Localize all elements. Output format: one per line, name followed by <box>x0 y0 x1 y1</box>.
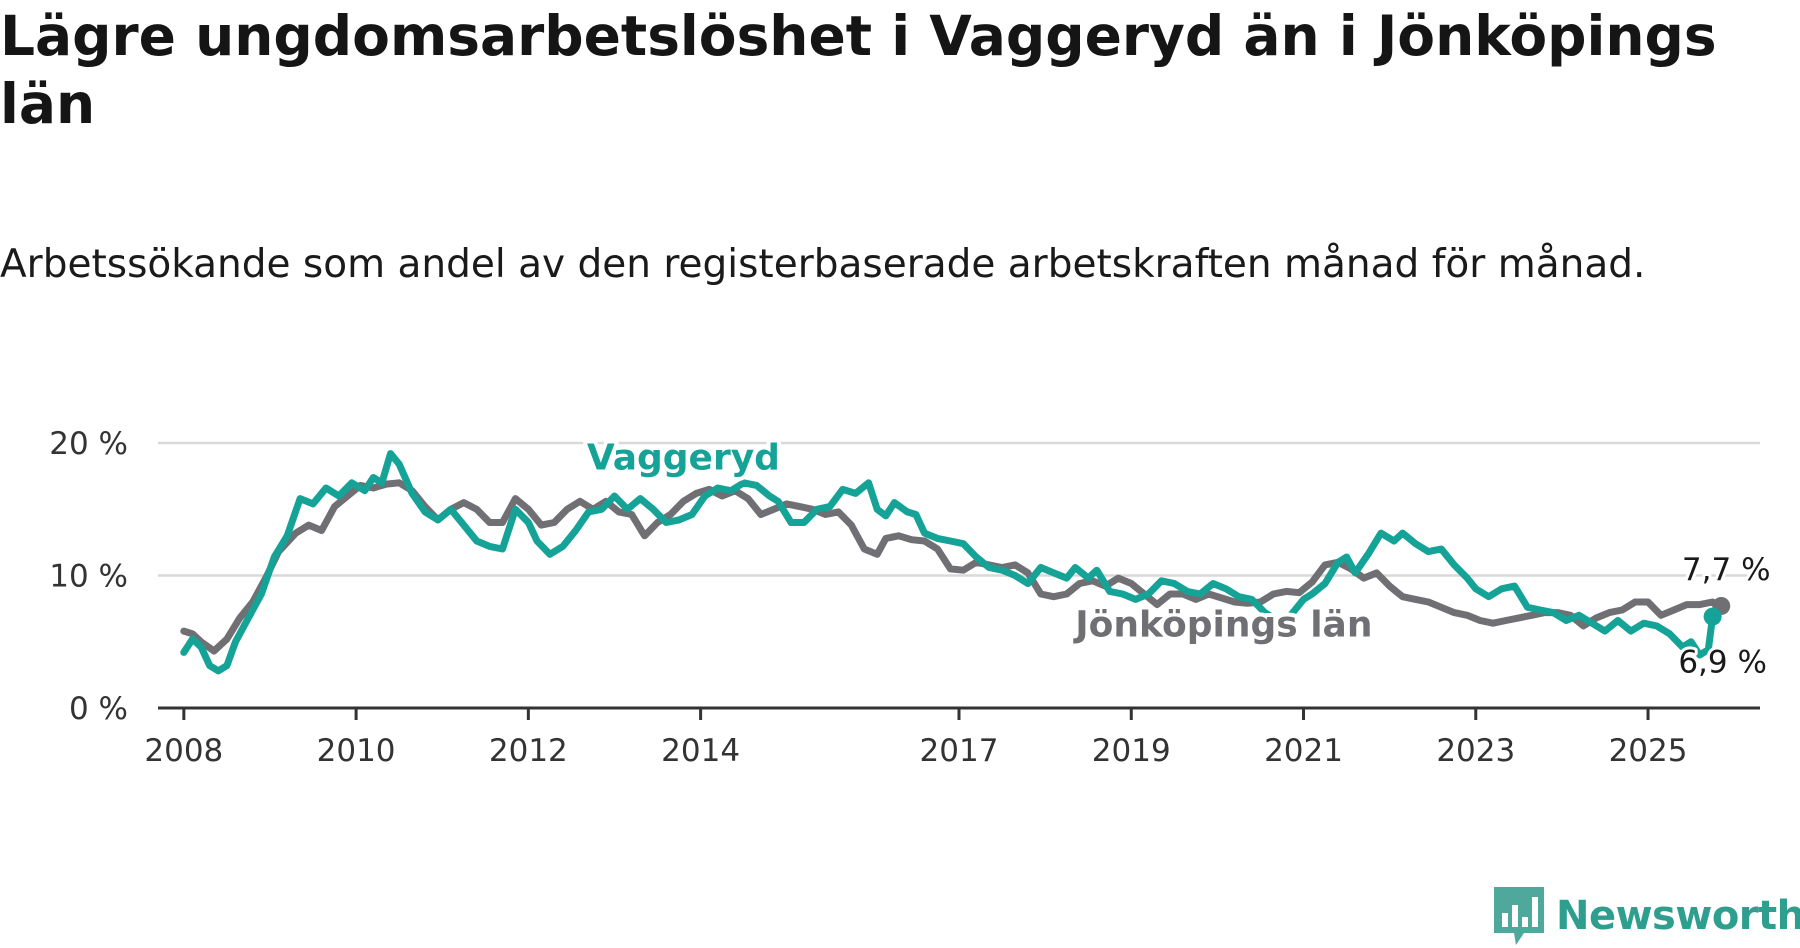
y-tick-label: 0 % <box>69 691 128 727</box>
newsworthy-logo: Newsworthy <box>1494 887 1800 945</box>
y-tick-label: 20 % <box>49 426 128 462</box>
series-line-vaggeryd <box>180 450 1717 675</box>
y-tick-label: 10 % <box>49 559 128 595</box>
end-value-vaggeryd: 6,9 % <box>1678 645 1767 681</box>
chart-subtitle: Arbetssökande som andel av den registerb… <box>0 242 1646 287</box>
chart-title: Lägre ungdomsarbetslöshet i Vaggeryd än … <box>0 4 1717 136</box>
series-end-markers <box>1703 596 1731 626</box>
end-marker-vaggeryd <box>1703 607 1722 626</box>
series-lines <box>180 450 1725 675</box>
x-tick-label: 2019 <box>1092 733 1171 769</box>
x-tick-label: 2012 <box>489 733 568 769</box>
x-tick-label: 2025 <box>1609 733 1688 769</box>
gridlines <box>158 441 1760 577</box>
x-tick-label: 2017 <box>920 733 999 769</box>
x-tick-label: 2014 <box>661 733 740 769</box>
x-axis-ticks: 2008 2010 2012 2014 2017 2019 2021 2023 2025 <box>144 708 1687 769</box>
x-tick-label: 2023 <box>1436 733 1515 769</box>
newsworthy-bar-chart-icon <box>1494 887 1544 945</box>
x-tick-label: 2021 <box>1264 733 1343 769</box>
x-tick-label: 2008 <box>144 733 223 769</box>
end-value-jonkopings-lan: 7,7 % <box>1682 552 1771 588</box>
series-line-jonkoping <box>180 479 1725 655</box>
x-tick-label: 2010 <box>317 733 396 769</box>
brand-name: Newsworthy <box>1556 893 1800 939</box>
series-label-jonkopings-lan: Jönköpings län <box>1072 604 1372 645</box>
y-axis-tick-labels: 0 % 10 % 20 % <box>49 426 128 727</box>
series-label-vaggeryd: Vaggeryd <box>587 438 780 479</box>
